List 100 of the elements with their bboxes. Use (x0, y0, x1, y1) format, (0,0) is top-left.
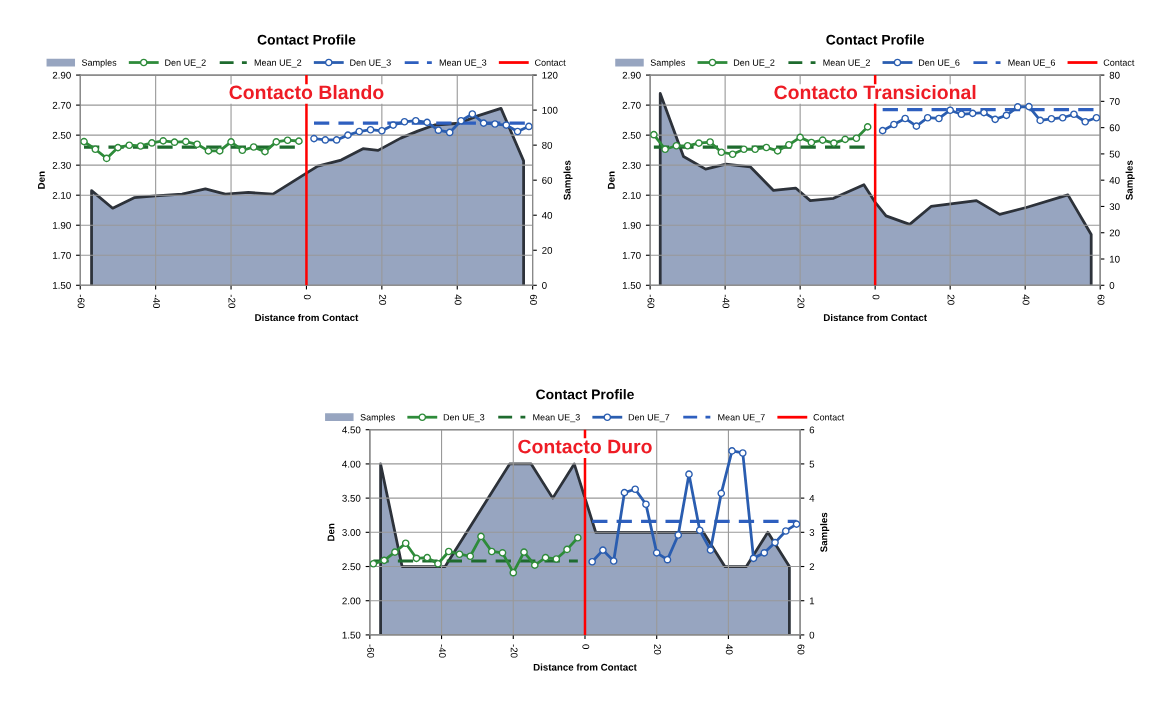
point (785, 140, 793, 149)
y2-tick-label: 0 (809, 631, 815, 639)
point (477, 532, 485, 541)
point (487, 547, 496, 556)
point (1070, 110, 1078, 119)
point (890, 120, 898, 129)
x-tick-label: -40 (153, 294, 160, 308)
point (466, 552, 475, 561)
point (80, 137, 88, 146)
point (391, 548, 399, 556)
legend-label: Samples (360, 413, 395, 423)
y-tick-label: 2.30 (622, 161, 641, 169)
point (773, 147, 782, 155)
point (781, 527, 790, 535)
point (310, 134, 318, 143)
point (1002, 111, 1011, 120)
point (227, 138, 235, 146)
y-axis-title: Den (38, 171, 45, 189)
y2-tick-label: 1 (809, 597, 815, 605)
y-tick-label: 1.90 (622, 221, 641, 229)
y2-tick-label: 3 (809, 529, 815, 536)
point (400, 117, 409, 126)
legend-label: Den UE_7 (628, 414, 670, 423)
y2-tick-label: 30 (1109, 203, 1120, 211)
x-tick-label: -20 (510, 644, 518, 658)
point (272, 138, 281, 146)
y-tick-label: 2.50 (622, 131, 641, 139)
x-tick-label: 20 (654, 644, 661, 655)
point (792, 520, 801, 528)
x-tick-label: 40 (725, 644, 733, 655)
point (706, 138, 714, 146)
y-tick-label: 1.70 (622, 251, 641, 259)
x-tick-label: 0 (303, 294, 311, 300)
point (807, 138, 816, 147)
y-tick-label: 2.50 (342, 563, 361, 571)
point (946, 106, 954, 115)
chart-title: Contact Profile (536, 389, 634, 400)
x-tick-label: -60 (647, 294, 655, 308)
point (332, 136, 341, 144)
x-tick-label: 20 (379, 294, 387, 305)
point (683, 141, 692, 150)
x-axis-title: Distance from Contact (255, 313, 359, 322)
point (411, 116, 420, 125)
y-tick-label: 1.50 (53, 282, 71, 289)
x-tick-label: 60 (1097, 294, 1105, 305)
legend-label: Mean UE_3 (439, 59, 487, 68)
point (249, 143, 258, 151)
point (1081, 117, 1090, 126)
point (740, 145, 748, 154)
point (1036, 116, 1045, 125)
point (423, 553, 432, 562)
x-tick-label: 60 (797, 644, 805, 655)
point (389, 121, 397, 129)
point (652, 549, 661, 557)
y-tick-label: 2.00 (342, 597, 361, 605)
point (980, 108, 988, 117)
point (193, 140, 201, 149)
y-tick-label: 2.90 (52, 71, 71, 79)
point (912, 122, 921, 130)
point (1013, 103, 1022, 111)
y2-tick-label: 70 (1109, 98, 1120, 105)
point (541, 553, 550, 562)
point (923, 113, 932, 122)
y2-tick-label: 40 (541, 211, 553, 219)
point (552, 555, 561, 563)
y-axis-title: Den (327, 523, 335, 541)
point (771, 538, 779, 547)
point (136, 142, 145, 150)
point (620, 488, 629, 497)
point (609, 557, 618, 565)
legend-label: Samples (81, 59, 117, 68)
x-tick-label: -60 (367, 644, 375, 658)
point (957, 110, 966, 119)
point (1025, 102, 1033, 111)
y2-tick-label: 10 (1109, 255, 1120, 263)
point (968, 109, 977, 118)
point (818, 136, 827, 144)
point (502, 121, 511, 129)
point (901, 114, 909, 123)
x-tick-label: -60 (77, 294, 85, 308)
y-tick-label: 3.00 (342, 529, 361, 536)
legend-label: Mean UE_7 (718, 414, 765, 423)
legend-label: Contact (1103, 59, 1135, 66)
y-tick-label: 1.70 (53, 251, 71, 259)
y-tick-label: 2.10 (622, 191, 641, 199)
y-tick-label: 2.50 (52, 131, 71, 139)
legend-label: Den UE_2 (733, 59, 775, 68)
legend-label: Samples (650, 59, 686, 68)
point (369, 559, 378, 568)
point (513, 127, 522, 136)
point (728, 150, 737, 159)
x-tick-label: 0 (872, 294, 880, 300)
y-tick-label: 1.90 (53, 221, 71, 229)
x-tick-label: -20 (228, 294, 236, 308)
point (423, 118, 431, 127)
point (455, 550, 464, 559)
legend-label: Mean UE_6 (1008, 59, 1056, 68)
point (366, 125, 375, 134)
x-tick-label: -40 (722, 294, 730, 308)
y2-axis-title: Samples (820, 512, 830, 553)
